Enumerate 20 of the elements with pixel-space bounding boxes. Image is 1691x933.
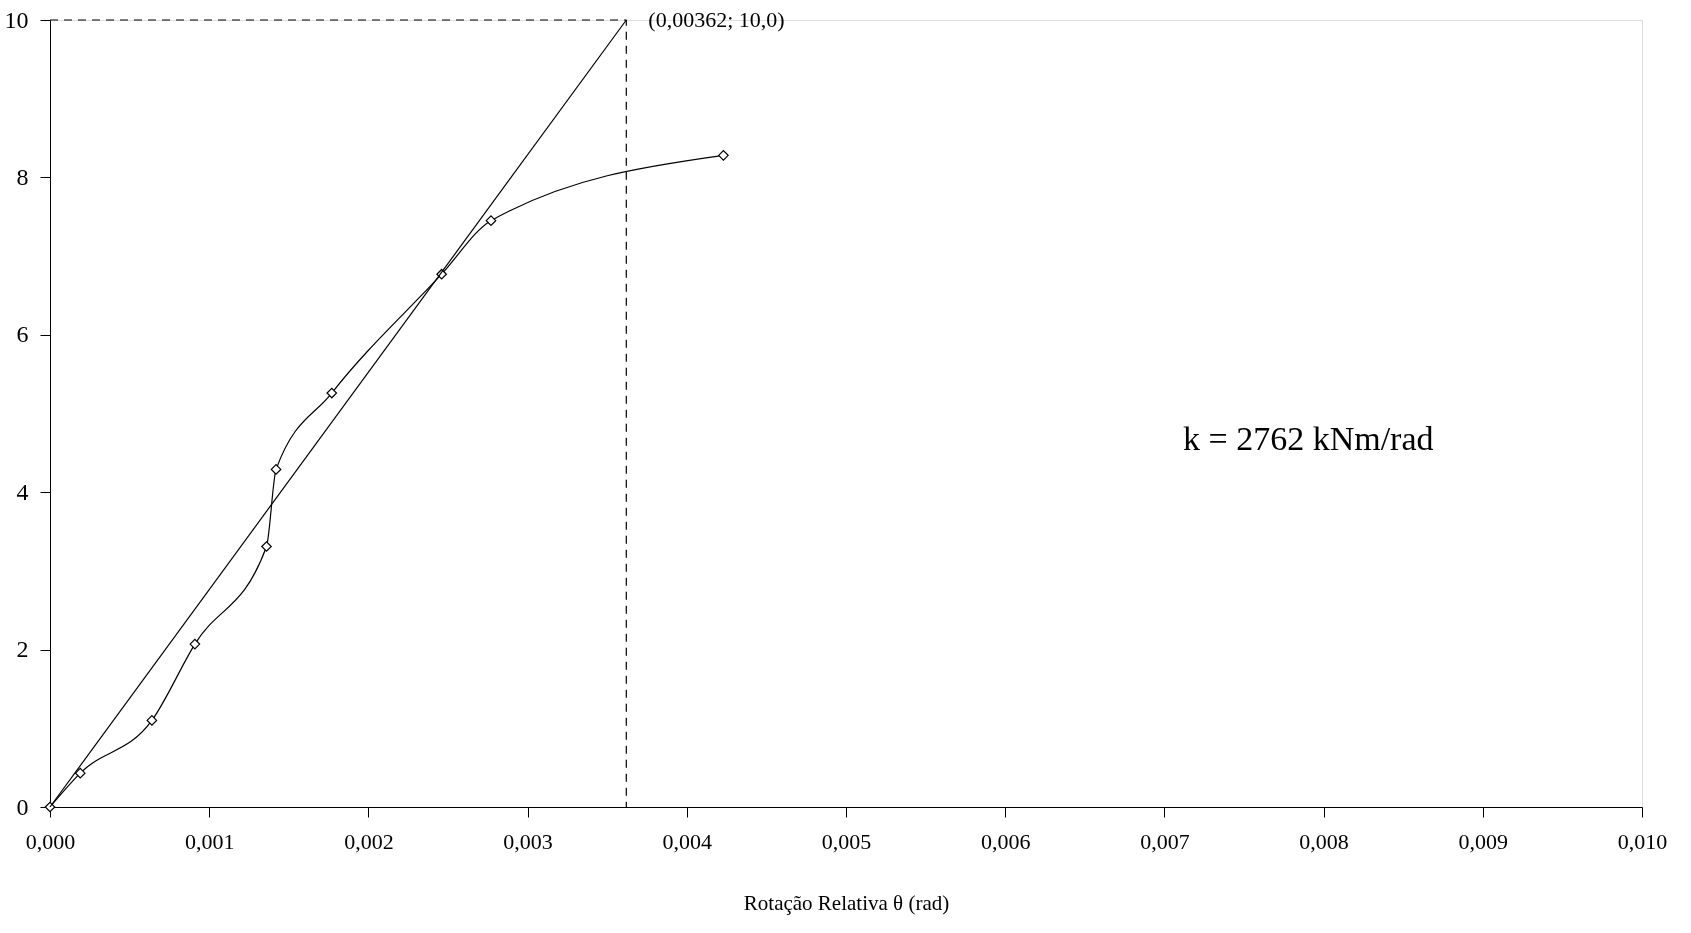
x-tick-label: 0,010 [1617, 828, 1668, 854]
y-tick-label: 6 [16, 321, 29, 348]
x-tick-label: 0,005 [821, 828, 872, 854]
y-tick-label: 10 [4, 6, 29, 33]
x-tick-label: 0,006 [980, 828, 1031, 854]
x-tick-label: 0,002 [344, 828, 394, 854]
x-tick-label: 0,007 [1140, 828, 1190, 854]
x-tick-label: 0,003 [503, 828, 553, 854]
y-tick-label: 8 [16, 163, 29, 190]
x-tick-label: 0,009 [1458, 828, 1509, 854]
x-tick-label: 0,001 [184, 828, 235, 854]
x-tick-label: 0,008 [1299, 828, 1349, 854]
x-tick-label: 0,000 [25, 828, 76, 854]
x-axis-title: Rotação Relativa θ (rad) [743, 890, 950, 915]
x-tick-label: 0,004 [662, 828, 713, 854]
y-tick-label: 4 [16, 478, 29, 505]
y-tick-label: 2 [16, 636, 29, 663]
annotation: (0,00362; 10,0) [648, 7, 785, 32]
annotation: k = 2762 kNm/rad [1182, 419, 1434, 457]
y-tick-label: 0 [16, 793, 29, 820]
